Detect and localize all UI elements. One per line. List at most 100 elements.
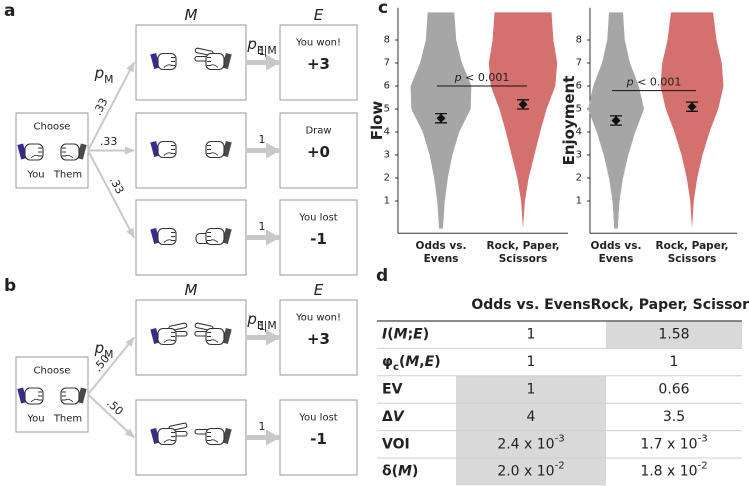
hand-knuckles: [207, 232, 219, 243]
outcome-probability: 1: [259, 45, 266, 58]
hand-icon: [195, 227, 232, 246]
outcome-points: -1: [310, 230, 327, 248]
outcome-probability: 1: [259, 420, 266, 433]
hand-knuckles: [207, 57, 219, 68]
hand-knuckles: [62, 147, 74, 159]
outcome-text: Draw: [305, 126, 331, 137]
hand-knuckles: [163, 332, 175, 343]
branch-arrow: [87, 336, 135, 396]
row-label-part: δ(: [382, 464, 398, 480]
branch-arrow: [87, 393, 135, 439]
probability-header-part: E|M: [257, 44, 277, 57]
probability-header-part: p: [246, 310, 257, 328]
row-label: ΔV: [382, 409, 405, 425]
outcome-points: +0: [307, 143, 330, 161]
player-label: You: [26, 414, 44, 425]
table-cell: 0.66: [658, 382, 689, 398]
outcome-probability: 1: [259, 220, 266, 233]
hand-icon: [194, 427, 232, 446]
outcome-text: You won!: [295, 38, 341, 49]
choose-title: Choose: [34, 122, 71, 133]
probability-header-part: E|M: [257, 319, 277, 332]
hand-knuckles: [207, 145, 219, 156]
y-tick-label: 5: [576, 104, 582, 115]
row-label: VOI: [382, 436, 410, 452]
table-cell: 1: [527, 327, 536, 343]
table-cell-part: -3: [555, 433, 565, 444]
hand-icon: [150, 52, 177, 71]
cell-shade: [456, 375, 606, 404]
p-value-part: p: [626, 75, 634, 88]
row-label-part: c: [393, 362, 399, 373]
probability-header-part: p: [94, 64, 105, 82]
hand-knuckles: [207, 332, 219, 343]
x-tick-label: Rock, Paper,: [656, 240, 729, 252]
y-tick-label: 4: [576, 127, 582, 138]
row-label-part: Δ: [382, 409, 393, 425]
hand-icon: [17, 143, 44, 161]
table-cell: 2.0 x 10-2: [497, 461, 564, 480]
probability-header-part: M: [104, 348, 113, 361]
hand-knuckles: [62, 391, 74, 403]
row-label-part: EV: [382, 382, 403, 398]
outcome-box: [279, 112, 358, 189]
branch-probability: .50: [104, 397, 126, 418]
table-cell: 1: [670, 354, 679, 370]
x-tick-label: Odds vs.: [416, 240, 467, 252]
table-cell-part: 1.8 x 10: [640, 464, 697, 480]
outcome-points: +3: [307, 330, 330, 348]
table-cell: 1.58: [658, 327, 689, 343]
row-label: φc(M,E): [382, 354, 441, 373]
probability-header: pE|M: [246, 35, 276, 57]
y-tick-label: 2: [384, 173, 390, 184]
p-value-part: p: [454, 71, 462, 84]
outcome-box: [279, 199, 358, 276]
y-tick-label: 6: [384, 81, 390, 92]
hand-knuckles: [163, 145, 175, 156]
hand-icon: [17, 387, 44, 405]
violin: [660, 12, 724, 229]
hand-icon: [150, 227, 177, 246]
panel-label: a: [4, 1, 15, 21]
y-tick-label: 7: [384, 58, 390, 69]
probability-header-part: p: [246, 35, 257, 53]
outcome-box: [279, 24, 358, 101]
x-tick-label: Scissors: [499, 253, 548, 265]
row-label-part: M: [405, 354, 419, 370]
table-cell-part: 2.0 x 10: [497, 464, 554, 480]
cell-shade: [606, 321, 742, 349]
probability-header-part: p: [94, 339, 105, 357]
column-header: Odds vs. Evens: [471, 297, 590, 313]
player-label: You: [26, 170, 44, 181]
outcome-text: You lost: [298, 213, 338, 224]
y-tick-label: 2: [576, 173, 582, 184]
row-label-part: V: [393, 409, 405, 425]
column-header: M: [185, 6, 198, 24]
table-cell-part: 1.7 x 10: [640, 436, 697, 452]
row-label-part: VOI: [382, 436, 410, 452]
p-value: p < 0.001: [454, 71, 510, 84]
hand-icon: [194, 322, 232, 346]
p-value-part: < 0.001: [634, 75, 682, 88]
hand-knuckles: [207, 432, 219, 443]
hand-icon: [150, 322, 188, 346]
table-cell: 2.4 x 10-3: [497, 433, 564, 452]
column-header: E: [314, 281, 324, 299]
y-tick-label: 6: [576, 81, 582, 92]
probability-header: pM: [94, 64, 114, 86]
x-tick-label: Odds vs.: [591, 240, 642, 252]
table-cell-part: -2: [698, 461, 708, 472]
y-tick-label: 1: [576, 196, 582, 207]
row-label-part: E: [413, 327, 423, 343]
violin: [488, 12, 558, 229]
outcome-probability: 1: [259, 320, 266, 333]
hand-knuckles: [163, 432, 175, 443]
hand-icon: [60, 143, 87, 161]
table-cell-part: 2.4 x 10: [497, 436, 554, 452]
p-value-part: < 0.001: [462, 71, 510, 84]
outcome-box: [279, 299, 358, 376]
hand-icon: [205, 140, 232, 159]
table-cell-part: -2: [555, 461, 565, 472]
y-axis-title: Enjoyment: [560, 76, 578, 166]
